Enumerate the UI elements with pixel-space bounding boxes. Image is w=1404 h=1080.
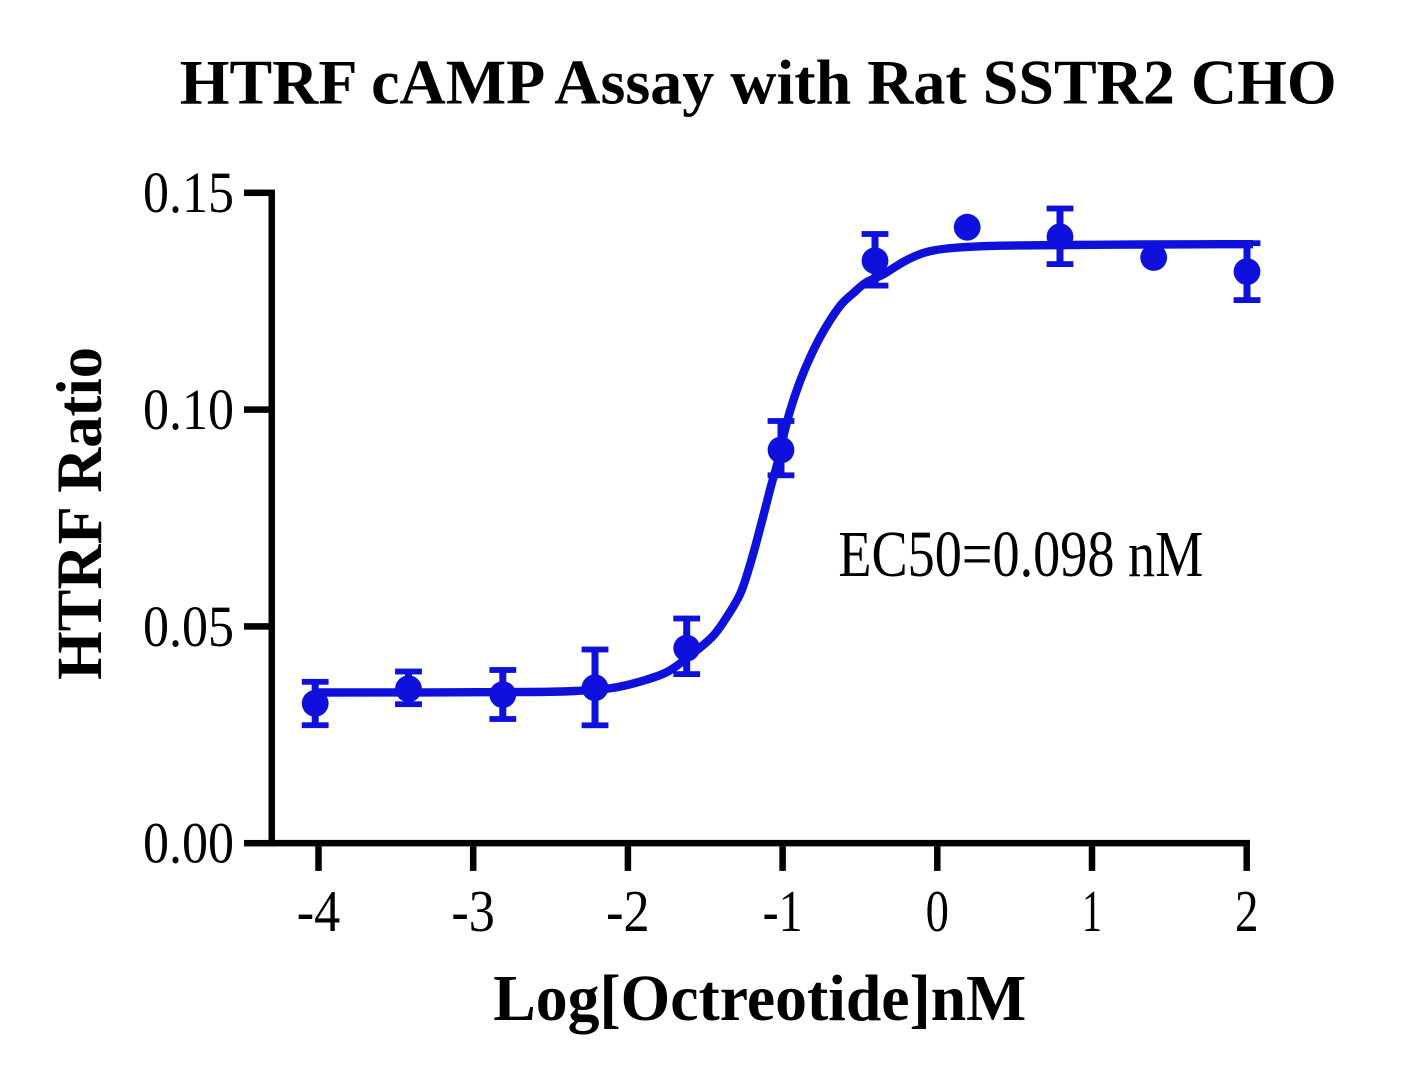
- svg-text:0.00: 0.00: [143, 811, 234, 876]
- svg-text:EC50=0.098 nM: EC50=0.098 nM: [838, 519, 1203, 591]
- svg-text:0.10: 0.10: [143, 377, 234, 442]
- svg-text:Log[Octreotide]nM: Log[Octreotide]nM: [493, 963, 1026, 1035]
- svg-text:2: 2: [1235, 878, 1259, 944]
- svg-text:-2: -2: [606, 878, 650, 944]
- svg-text:0.15: 0.15: [143, 160, 234, 225]
- svg-text:-4: -4: [297, 878, 341, 944]
- svg-text:HTRF cAMP Assay with Rat SSTR2: HTRF cAMP Assay with Rat SSTR2 CHO: [180, 47, 1337, 118]
- svg-text:0.05: 0.05: [143, 594, 234, 659]
- svg-text:1: 1: [1082, 878, 1102, 944]
- svg-text:0: 0: [926, 878, 949, 944]
- svg-text:HTRF Ratio: HTRF Ratio: [44, 347, 115, 680]
- svg-text:-1: -1: [763, 878, 803, 944]
- svg-text:-3: -3: [451, 878, 495, 944]
